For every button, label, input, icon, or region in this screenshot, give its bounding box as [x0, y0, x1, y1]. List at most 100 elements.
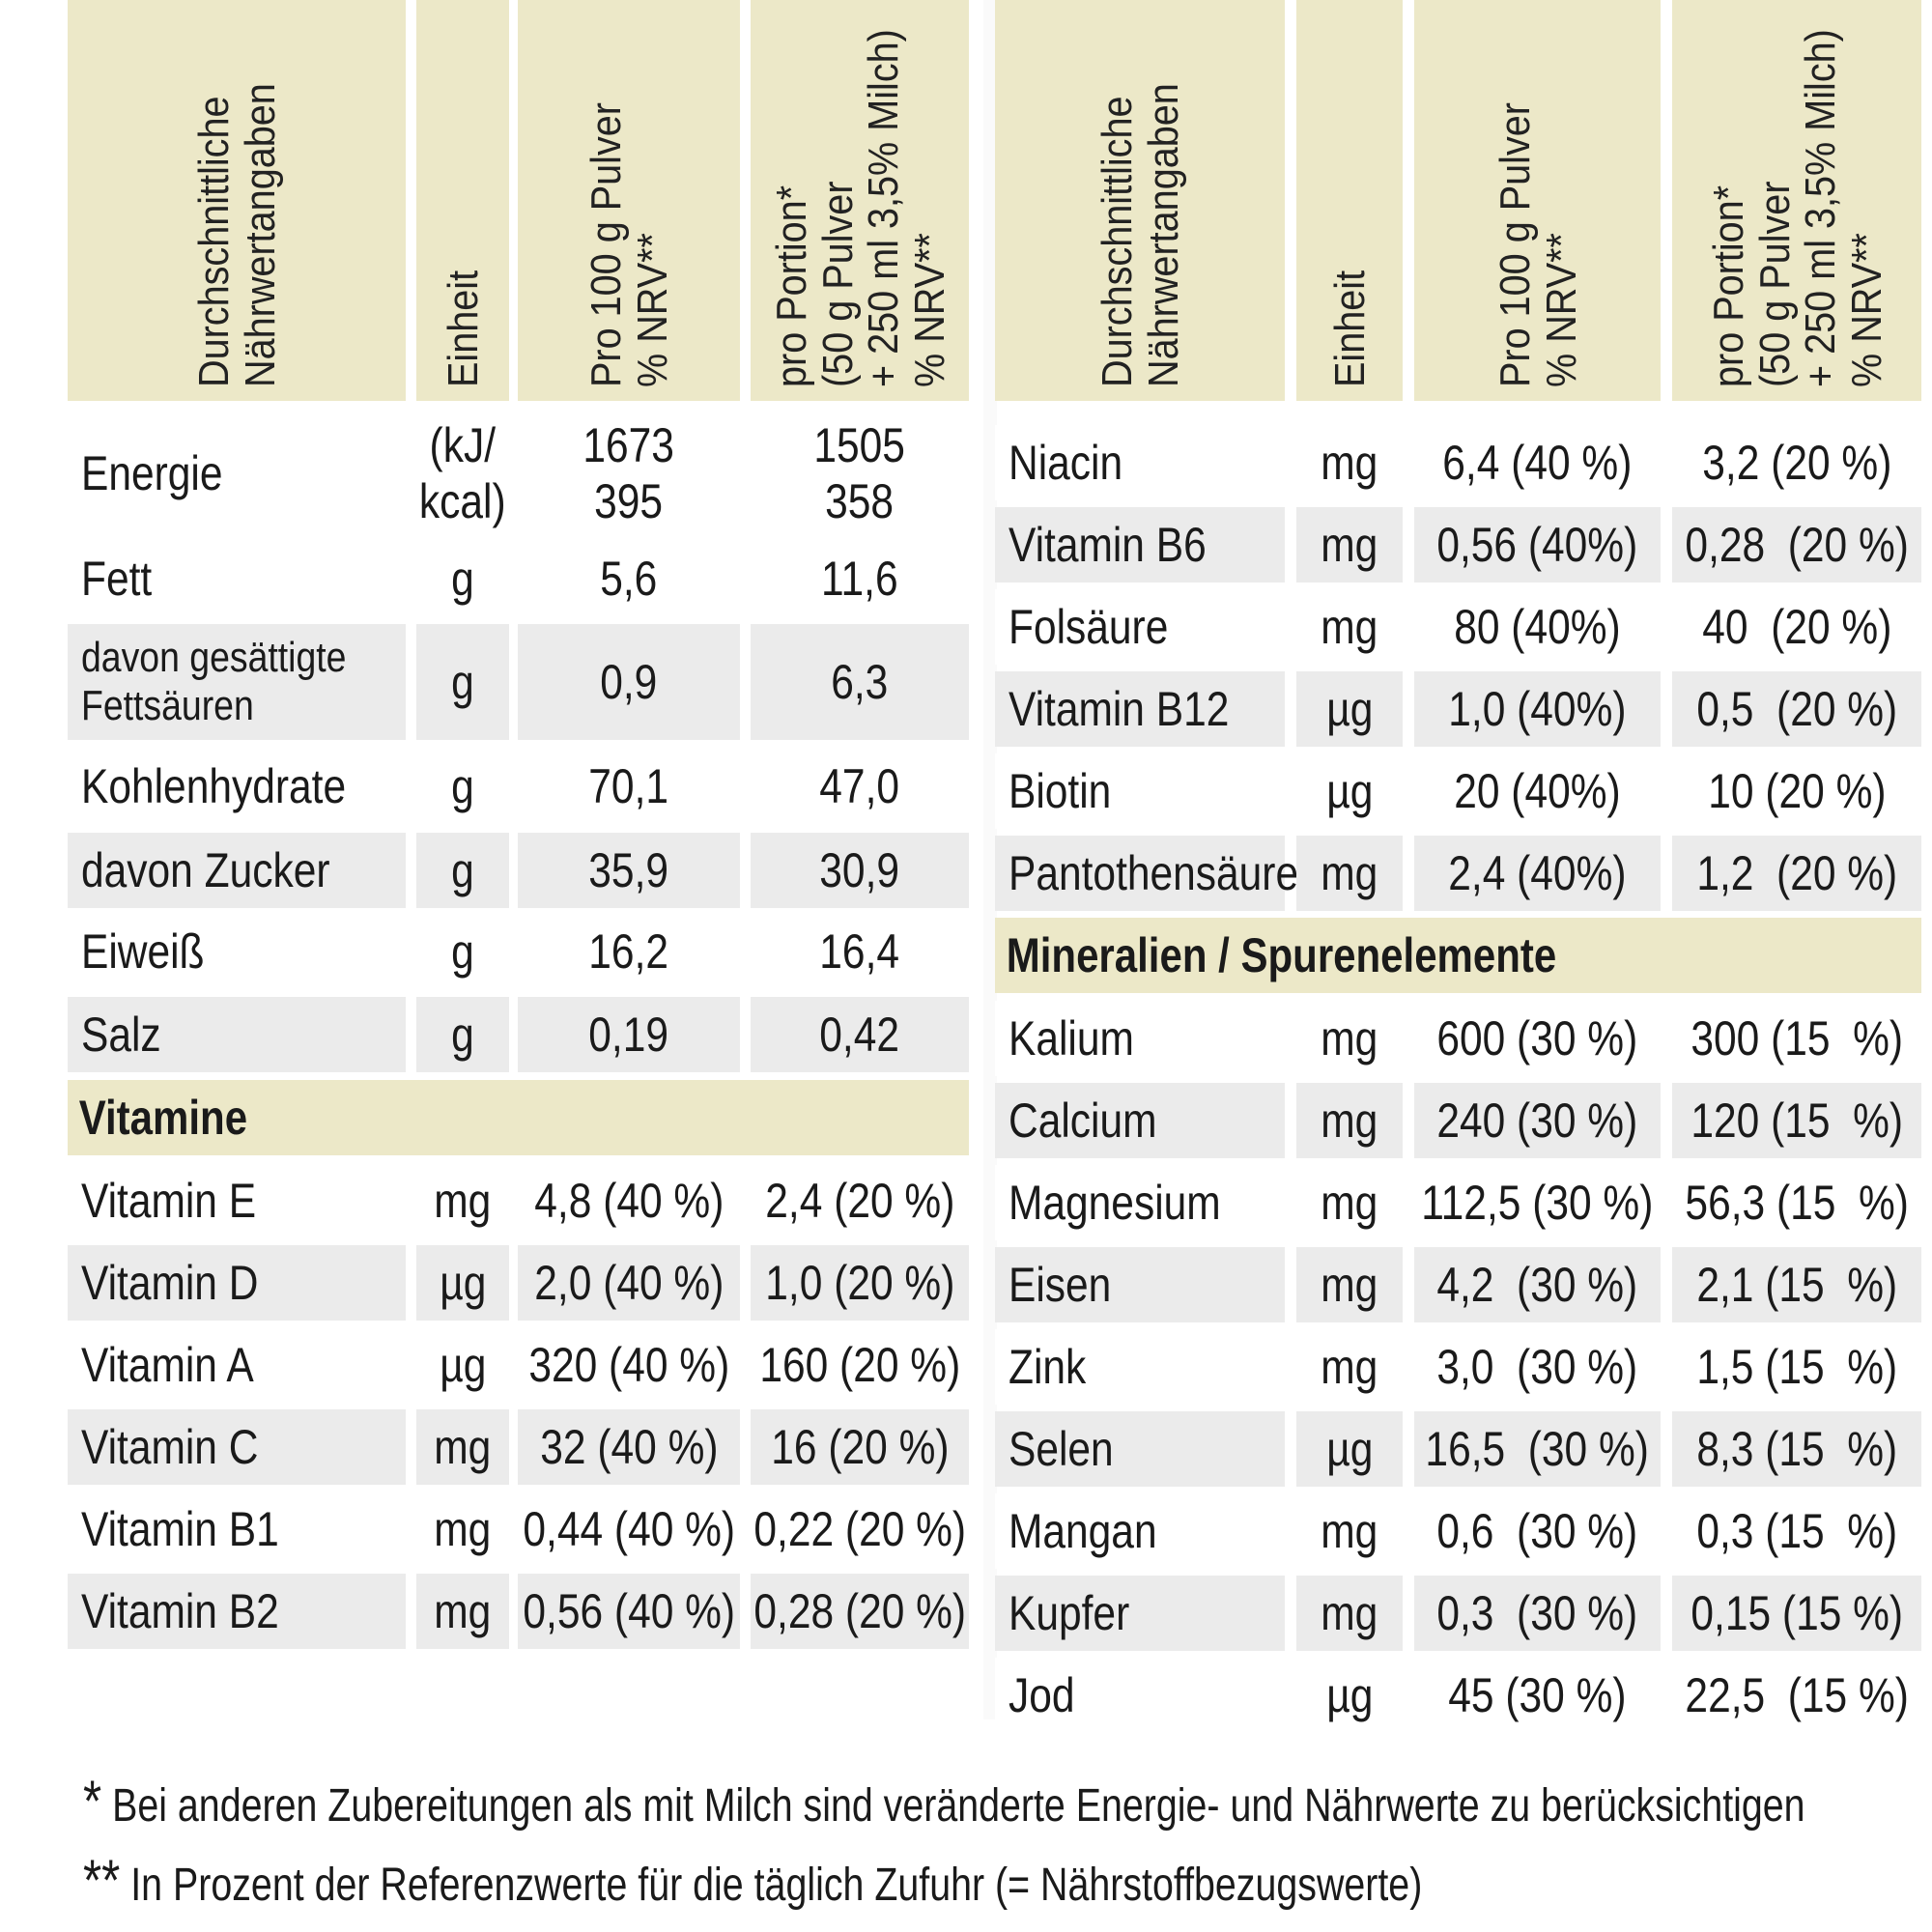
mineral-cell-bg	[1414, 1329, 1661, 1405]
mineral-unit-text: mg	[1321, 1340, 1378, 1394]
left-nutrient-cell-bg	[518, 914, 740, 989]
mineral-name-text: Calcium	[1009, 1094, 1157, 1148]
mineral-cell-bg	[995, 1576, 1285, 1651]
left-nutrient-cell-bg	[751, 914, 969, 989]
vitamin-right-cell-bg	[1672, 507, 1921, 582]
right-header-line: (50 g Pulver	[1750, 181, 1799, 387]
left-nutrient-portion-text: 30,9	[819, 843, 900, 897]
left-nutrient-unit-text: g	[451, 655, 474, 709]
mineral-cell-bg	[1296, 1658, 1403, 1733]
left-header-line: (50 g Pulver	[813, 181, 862, 387]
footnote-2-mark: **	[83, 1848, 121, 1913]
left-nutrient-portion: 6,3	[751, 624, 969, 740]
left-nutrient-cell-bg	[68, 624, 406, 740]
left-nutrient-name: Salz	[81, 997, 406, 1072]
left-nutrient-name-text: Energie	[81, 446, 223, 500]
vitamin-right-portion-text: 10 (20 %)	[1707, 764, 1887, 818]
vitamin-right-unit: µg	[1296, 753, 1403, 829]
vitamin-unit-text: µg	[439, 1256, 487, 1310]
left-nutrient-row: Energie (kJ/ kcal) 1673 395 1505 358	[68, 412, 969, 535]
vitamin-right-per100: 0,56 (40%)	[1414, 507, 1661, 582]
mineral-unit-text: mg	[1321, 1094, 1378, 1148]
left-nutrient-portion-text: 0,42	[819, 1008, 900, 1062]
vitamin-cell-bg	[416, 1327, 509, 1403]
mineral-name: Zink	[1009, 1329, 1285, 1405]
vitamin-unit-text: µg	[439, 1338, 487, 1392]
mineral-unit: mg	[1296, 1576, 1403, 1651]
left-nutrient-name-text: Salz	[81, 1008, 161, 1062]
mineral-portion-text: 8,3 (15 %)	[1696, 1422, 1897, 1476]
left-nutrient-name: Energie	[81, 412, 406, 535]
vitamin-right-cell-bg	[1414, 425, 1661, 500]
left-nutrient-per100: 0,19	[518, 997, 740, 1072]
vitamin-right-cell-bg	[1296, 671, 1403, 747]
mineral-name-text: Zink	[1009, 1340, 1087, 1394]
left-nutrient-unit-text: g	[451, 759, 474, 813]
vitamin-right-name-text: Vitamin B12	[1009, 682, 1230, 736]
vitamin-right-portion: 0,28 (20 %)	[1672, 507, 1921, 582]
right-header-col-3: pro Portion* (50 g Pulver + 250 ml 3,5% Mi…	[1672, 0, 1921, 401]
left-nutrient-portion: 11,6	[751, 541, 969, 616]
mineral-unit: µg	[1296, 1658, 1403, 1733]
left-nutrient-portion-text: 6,3	[831, 655, 889, 709]
left-nutrient-unit: g	[416, 624, 509, 740]
mineral-per100: 112,5 (30 %)	[1414, 1165, 1661, 1240]
vitamin-per100: 2,0 (40 %)	[518, 1245, 740, 1321]
vitamin-portion: 16 (20 %)	[751, 1409, 969, 1485]
left-nutrient-portion-text: 16,4	[819, 924, 900, 979]
mineral-cell-bg	[1672, 1658, 1921, 1733]
vitamin-name-text: Vitamin B2	[81, 1584, 279, 1638]
right-header-line: pro Portion*	[1705, 185, 1752, 387]
vitamin-row: Vitamin B2 mg 0,56 (40 %) 0,28 (20 %)	[68, 1574, 969, 1649]
left-nutrient-unit: g	[416, 833, 509, 908]
vitamin-right-cell-bg	[1296, 425, 1403, 500]
vitamin-right-cell-bg	[995, 507, 1285, 582]
left-header-col-1: Einheit	[416, 0, 509, 401]
vitamin-right-row: Niacin mg 6,4 (40 %) 3,2 (20 %)	[995, 425, 1921, 500]
left-header-text-2: Pro 100 g Pulver% NRV**	[582, 1, 676, 387]
mineral-per100-text: 240 (30 %)	[1436, 1094, 1638, 1148]
mineral-portion: 0,15 (15 %)	[1672, 1576, 1921, 1651]
vitamin-right-unit-text: µg	[1325, 764, 1374, 818]
right-header-line: + 250 ml 3,5% Milch)	[1797, 29, 1845, 387]
vitamin-right-unit-text: mg	[1321, 600, 1378, 654]
mineral-cell-bg	[1672, 1576, 1921, 1651]
mineral-row: Calcium mg 240 (30 %) 120 (15 %)	[995, 1083, 1921, 1158]
vitamin-name-text: Vitamin B1	[81, 1502, 279, 1556]
vitamin-unit: mg	[416, 1574, 509, 1649]
left-nutrient-per100: 0,9	[518, 624, 740, 740]
mineral-row: Kalium mg 600 (30 %) 300 (15 %)	[995, 1001, 1921, 1076]
left-nutrient-unit-text: (kJ/ kcal)	[419, 418, 506, 528]
vitamin-cell-bg	[416, 1574, 509, 1649]
left-nutrient-per100-text: 5,6	[600, 552, 658, 606]
mineral-per100-text: 600 (30 %)	[1436, 1011, 1638, 1065]
vitamin-right-cell-bg	[1414, 836, 1661, 911]
vitamin-cell-bg	[68, 1245, 406, 1321]
vitamin-row: Vitamin E mg 4,8 (40 %) 2,4 (20 %)	[68, 1163, 969, 1238]
left-nutrient-cell-bg	[68, 541, 406, 616]
mineral-portion: 22,5 (15 %)	[1672, 1658, 1921, 1733]
left-nutrient-name: davon gesättigte Fettsäuren	[81, 624, 406, 740]
vitamin-portion-text: 16 (20 %)	[770, 1420, 950, 1474]
vitamin-right-unit-text: µg	[1325, 682, 1374, 736]
vitamin-right-name-text: Niacin	[1009, 436, 1123, 490]
vitamin-unit: mg	[416, 1492, 509, 1567]
left-nutrient-per100-text: 1673 395	[582, 418, 675, 528]
vitamin-cell-bg	[518, 1492, 740, 1567]
mineral-portion-text: 300 (15 %)	[1690, 1011, 1903, 1065]
left-header-line: Nährwertangaben	[236, 83, 284, 387]
vitamin-right-cell-bg	[995, 425, 1285, 500]
mineral-per100-text: 3,0 (30 %)	[1436, 1340, 1638, 1394]
mineral-cell-bg	[1296, 1576, 1403, 1651]
mineral-name: Jod	[1009, 1658, 1285, 1733]
vitamin-right-per100-text: 0,56 (40%)	[1436, 518, 1638, 572]
vitamin-right-name-text: Folsäure	[1009, 600, 1169, 654]
mineral-unit: mg	[1296, 1083, 1403, 1158]
vitamin-right-cell-bg	[1414, 589, 1661, 665]
vitamin-cell-bg	[68, 1163, 406, 1238]
vitamin-right-cell-bg	[1672, 425, 1921, 500]
mineral-name: Selen	[1009, 1411, 1285, 1487]
vitamin-portion-text: 160 (20 %)	[759, 1338, 960, 1392]
mineral-portion-text: 120 (15 %)	[1690, 1094, 1903, 1148]
vitamin-right-unit: µg	[1296, 671, 1403, 747]
